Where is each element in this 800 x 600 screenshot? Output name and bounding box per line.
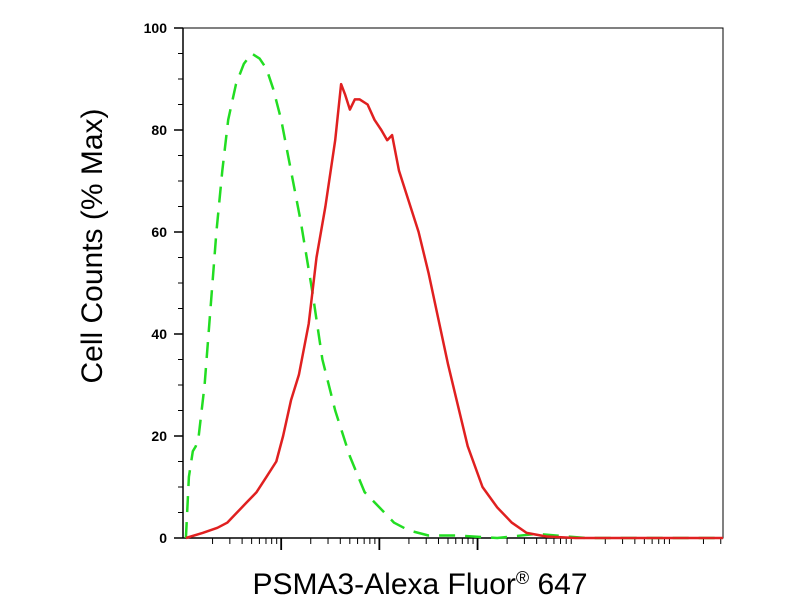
y-tick-label: 80 — [151, 122, 167, 138]
y-tick-label: 40 — [151, 326, 167, 342]
series-layer — [184, 52, 723, 540]
y-tick-label: 60 — [151, 224, 167, 240]
sample-histogram-line — [185, 82, 723, 540]
plot-border — [182, 27, 724, 539]
x-axis-label-registered-mark: ® — [516, 568, 529, 588]
x-axis — [183, 537, 723, 550]
plot-frame — [182, 27, 724, 539]
y-tick-label: 0 — [159, 530, 167, 546]
x-axis-label-tail: 647 — [529, 568, 587, 600]
y-tick-label: 100 — [144, 20, 168, 36]
y-axis-label: Cell Counts (% Max) — [76, 108, 109, 383]
y-axis: 0 20 40 60 80 100 — [144, 20, 184, 546]
x-axis-label: PSMA3-Alexa Fluor® 647 — [252, 568, 587, 600]
control-histogram-line — [184, 52, 723, 540]
y-tick-label: 20 — [151, 428, 167, 444]
x-axis-label-main: PSMA3-Alexa Fluor — [252, 568, 515, 600]
